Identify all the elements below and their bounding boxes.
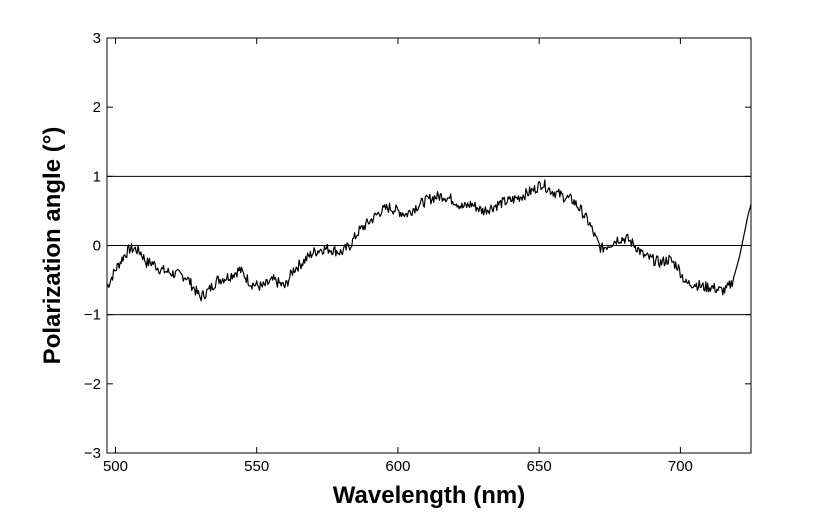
y-tick-label: −1 — [84, 307, 101, 324]
x-tick-label: 550 — [244, 458, 269, 475]
x-tick-label: 500 — [103, 458, 128, 475]
polarization-series-line — [106, 179, 752, 302]
y-tick-label: −2 — [84, 376, 101, 393]
x-tick-label: 600 — [385, 458, 410, 475]
y-tick-label: 1 — [93, 168, 101, 185]
y-axis-title: Polarization angle (°) — [39, 127, 66, 365]
y-tick-label: −3 — [84, 445, 101, 462]
y-tick-label: 2 — [93, 99, 101, 116]
reference-lines — [107, 175, 751, 316]
x-axis-ticks: 500 550 600 650 700 — [103, 38, 693, 475]
x-tick-label: 700 — [668, 458, 693, 475]
x-tick-label: 650 — [527, 458, 552, 475]
x-axis-title: Wavelength (nm) — [333, 482, 525, 509]
y-axis-ticks: 3 2 1 0 −1 −2 −3 — [84, 30, 751, 462]
y-tick-label: 0 — [93, 238, 101, 255]
y-tick-label: 3 — [93, 30, 101, 47]
